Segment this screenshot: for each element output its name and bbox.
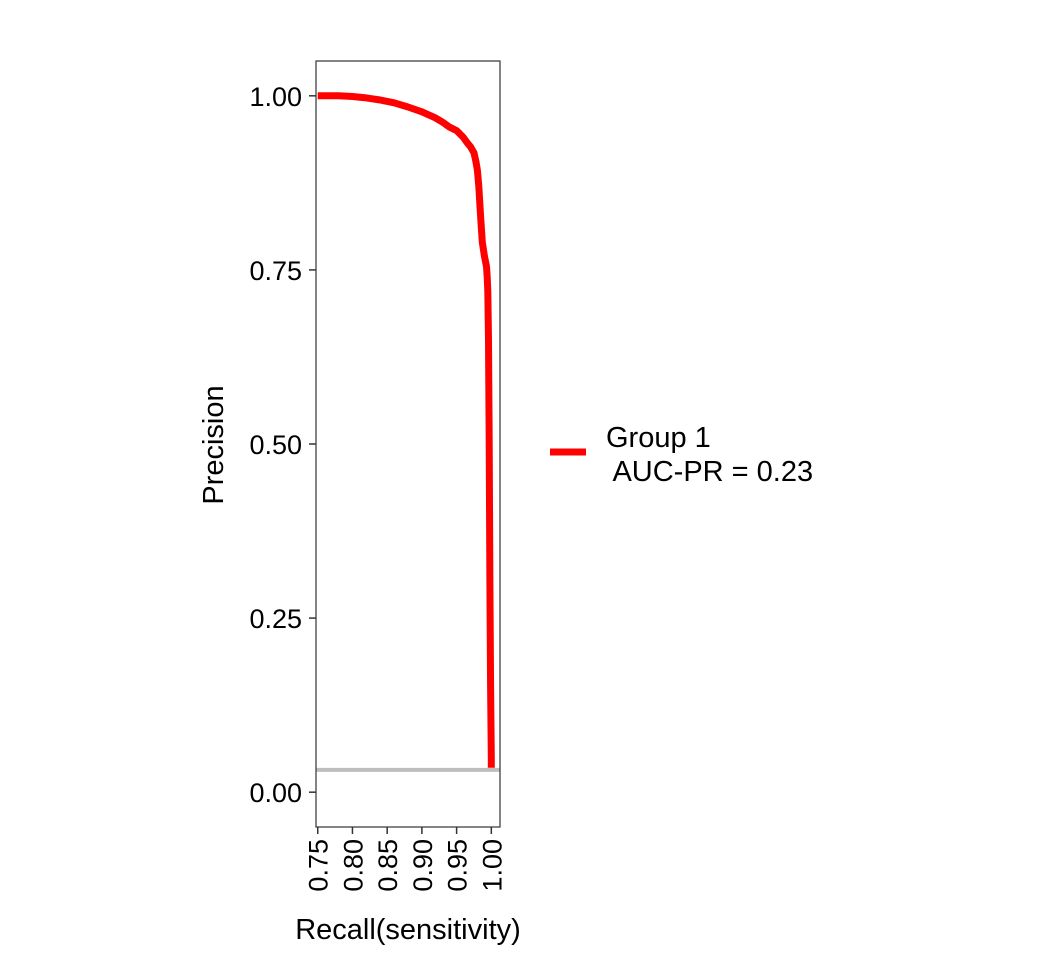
panel-border	[315, 60, 501, 828]
x-axis-title: Recall(sensitivity)	[295, 914, 521, 946]
x-tick-label: 0.95	[443, 839, 473, 892]
y-tick-label: 0.25	[249, 604, 302, 634]
y-tick-label: 0.50	[249, 430, 302, 460]
x-tick-label: 1.00	[477, 839, 507, 892]
y-tick-label: 1.00	[249, 82, 302, 112]
x-tick-label: 0.75	[304, 839, 334, 892]
legend-label-1: Group 1 AUC-PR = 0.23	[606, 422, 813, 488]
axes: 0.000.250.500.751.000.75 0.80 0.85 0.90 0.95…	[249, 60, 507, 892]
y-tick-label: 0.00	[249, 778, 302, 808]
x-tick-label: 0.90	[408, 839, 438, 892]
y-tick-label: 0.75	[249, 256, 302, 286]
series-line-1	[317, 92, 495, 768]
x-tick-label: 0.80	[338, 839, 368, 892]
y-axis-title: Precision	[198, 385, 230, 504]
plot-area	[316, 92, 500, 772]
x-tick-label: 0.85	[373, 839, 403, 892]
legend: Group 1 AUC-PR = 0.23	[550, 422, 813, 488]
